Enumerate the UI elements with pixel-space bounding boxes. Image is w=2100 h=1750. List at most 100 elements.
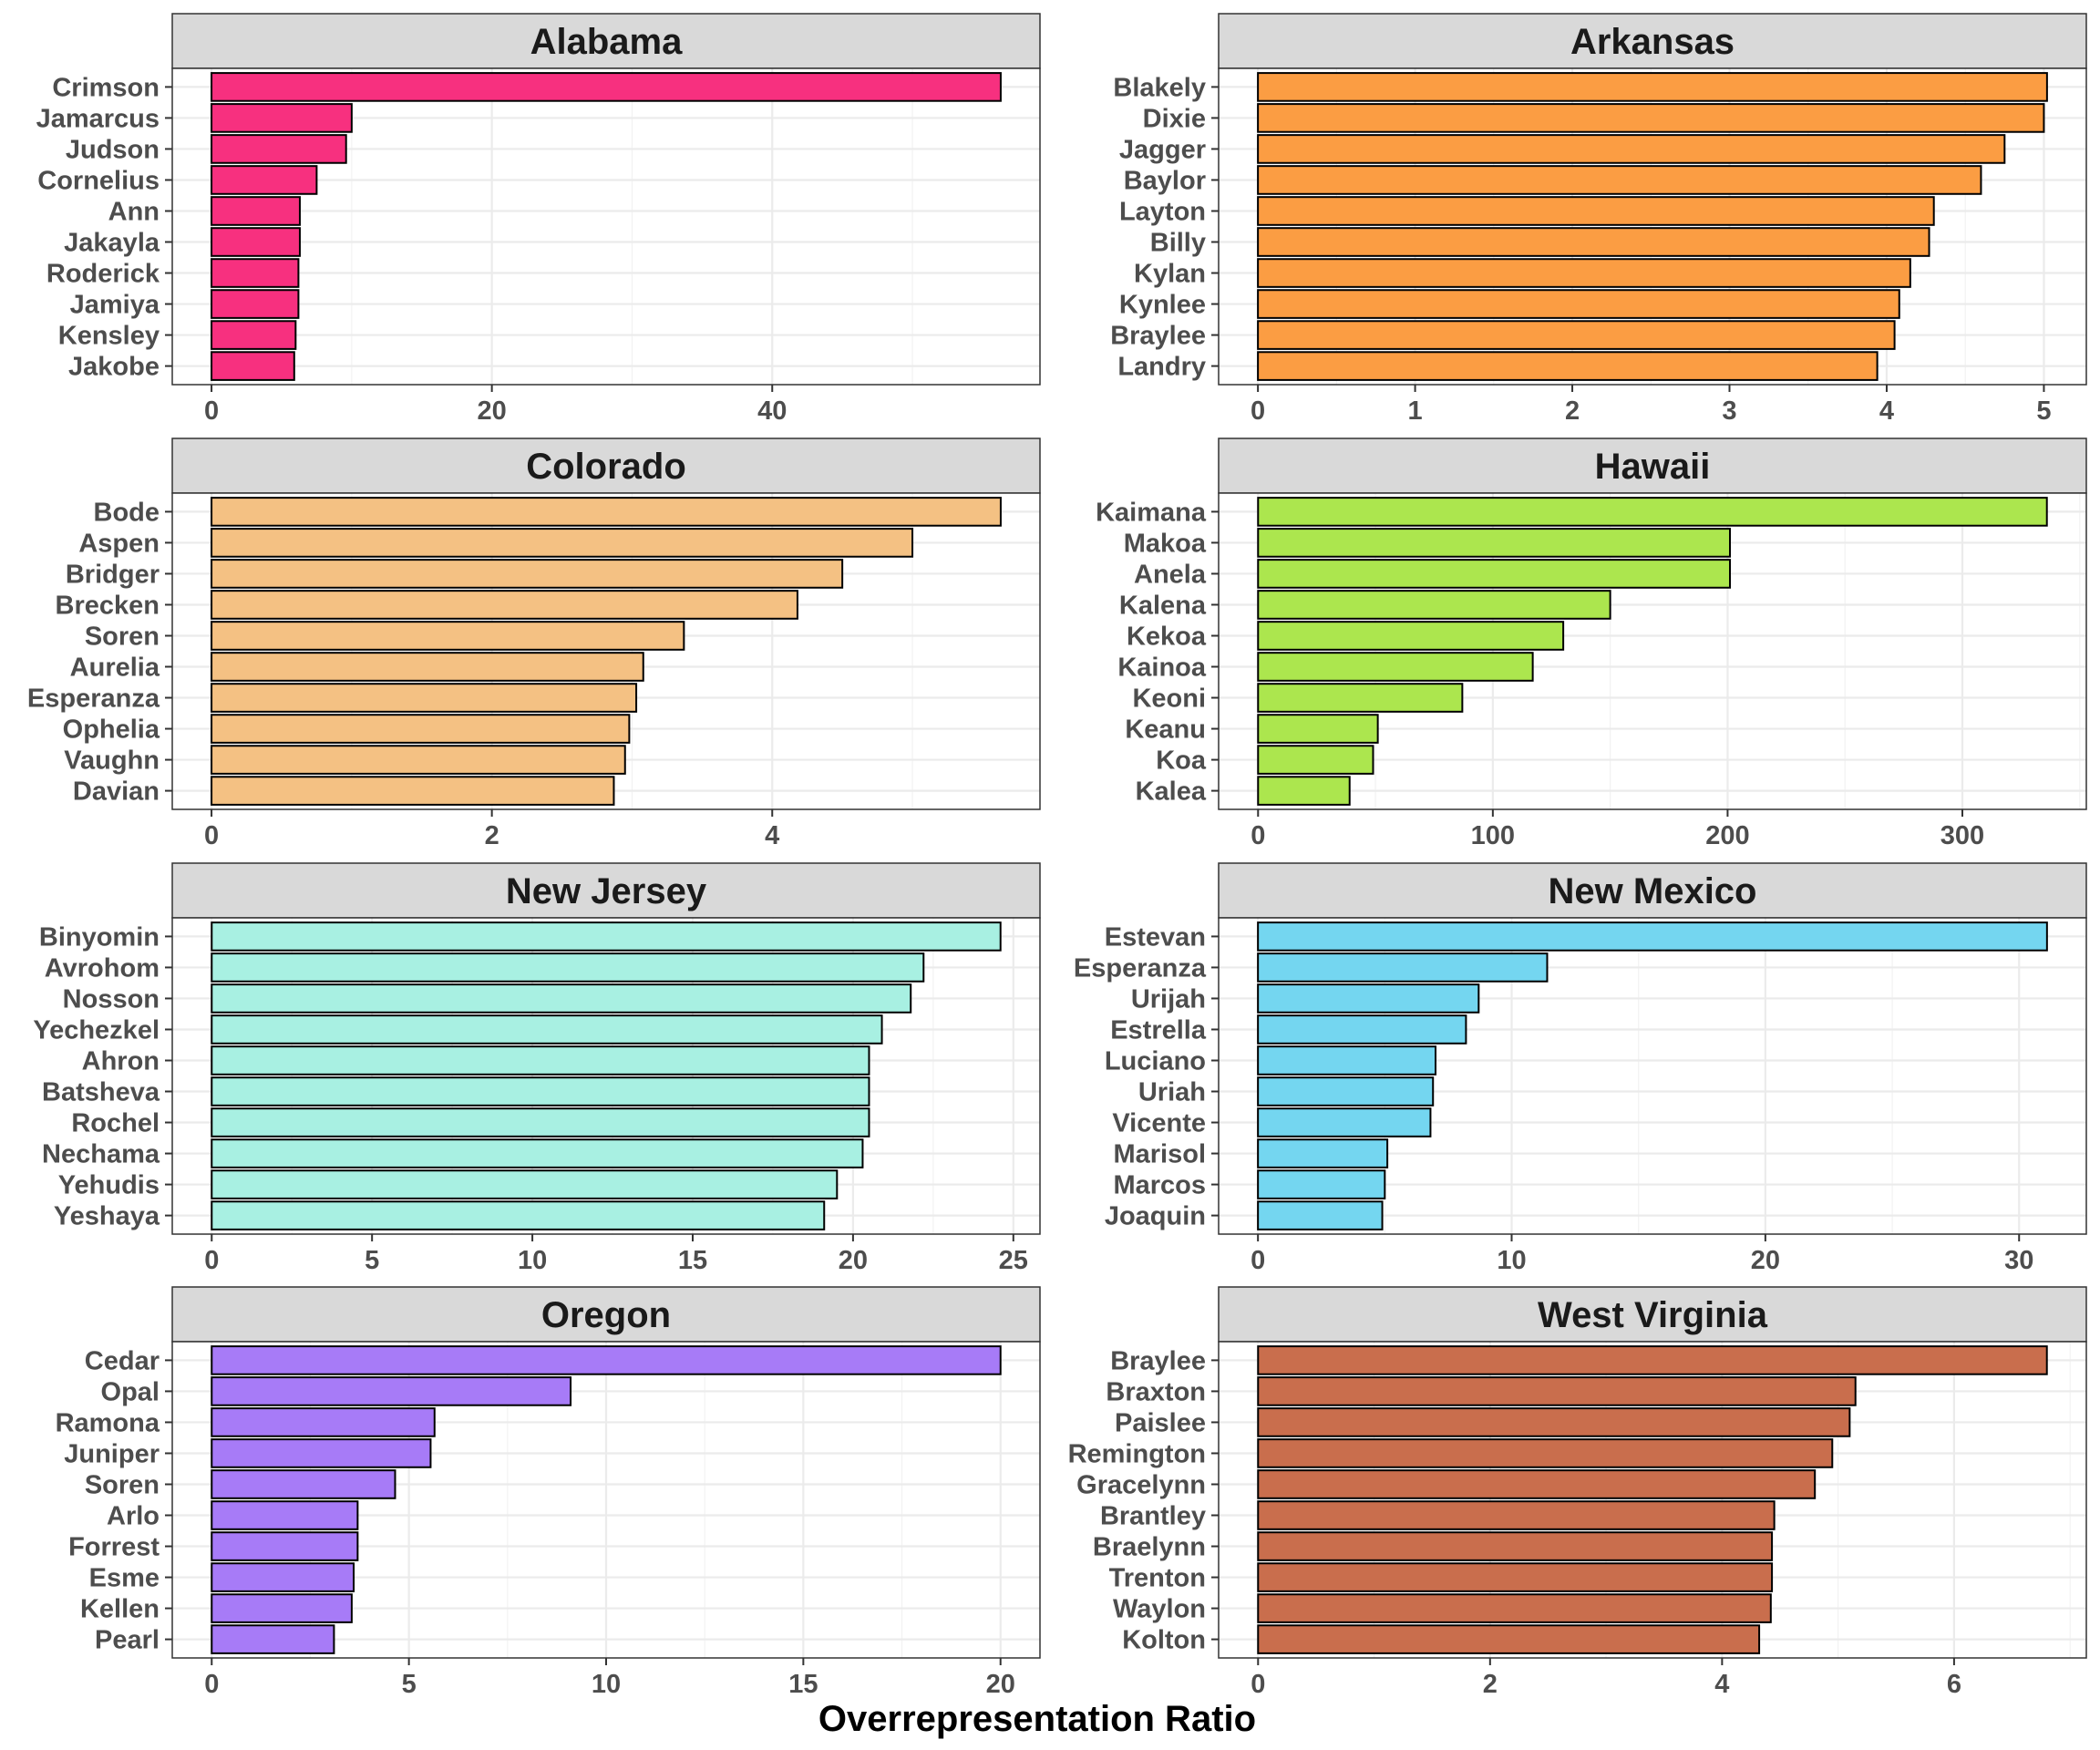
category-label: Urijah <box>1131 984 1206 1014</box>
category-label: Kekoa <box>1127 622 1207 651</box>
bar-avrohom <box>211 952 925 983</box>
x-tick-label: 20 <box>839 1246 868 1275</box>
bar-dixie <box>1257 103 2045 133</box>
category-label: Soren <box>85 1470 160 1499</box>
category-label: Keanu <box>1125 715 1206 745</box>
panel-title: West Virginia <box>1538 1295 1768 1335</box>
bar-marisol <box>1257 1138 1389 1168</box>
x-tick-label: 5 <box>402 1670 417 1699</box>
panel-title: Alabama <box>530 22 683 62</box>
category-label: Jagger <box>1119 135 1206 164</box>
bar-cornelius <box>211 165 318 195</box>
category-label: Brecken <box>56 591 160 620</box>
bar-pearl <box>211 1624 335 1654</box>
bar-cedar <box>211 1345 1002 1375</box>
panel-strip <box>171 13 1041 69</box>
bar-estevan <box>1257 921 2048 952</box>
bar-vaughn <box>211 745 626 775</box>
category-label: Koa <box>1156 746 1207 776</box>
category-label: Landry <box>1117 353 1206 382</box>
x-tick-label: 4 <box>1714 1670 1729 1699</box>
x-tick-label: 100 <box>1471 821 1515 850</box>
category-label: Baylor <box>1124 166 1206 195</box>
category-label: Makoa <box>1124 529 1207 558</box>
bar-remington <box>1257 1438 1834 1468</box>
category-label: Yehudis <box>58 1171 160 1200</box>
bar-ahron <box>211 1045 870 1076</box>
panel-strip <box>171 438 1041 494</box>
category-label: Rochel <box>71 1109 160 1138</box>
bar-braylee <box>1257 1345 2048 1375</box>
category-label: Braxton <box>1106 1377 1206 1406</box>
x-tick-label: 20 <box>478 396 507 426</box>
bar-kellen <box>211 1593 353 1623</box>
category-label: Blakely <box>1113 73 1206 102</box>
category-label: Bode <box>94 498 160 527</box>
bar-ann <box>211 196 301 226</box>
x-tick-label: 3 <box>1722 396 1736 426</box>
x-tick-label: 25 <box>999 1246 1028 1275</box>
bar-kekoa <box>1257 621 1565 651</box>
category-label: Jakayla <box>64 229 160 258</box>
category-label: Crimson <box>52 73 160 102</box>
category-label: Kainoa <box>1117 654 1207 683</box>
x-tick-label: 0 <box>204 396 219 426</box>
bar-roderick <box>211 258 300 288</box>
bar-esme <box>211 1562 355 1592</box>
panel-strip <box>1218 438 2087 494</box>
bar-kolton <box>1257 1624 1761 1654</box>
bar-keoni <box>1257 683 1464 713</box>
x-tick-label: 2 <box>1565 396 1580 426</box>
bar-arlo <box>211 1500 359 1530</box>
bar-jakayla <box>211 227 301 257</box>
panel-title: Colorado <box>526 447 686 487</box>
category-label: Bridger <box>66 560 160 589</box>
category-label: Esperanza <box>1074 953 1207 983</box>
x-tick-label: 40 <box>757 396 787 426</box>
panel-title: New Jersey <box>506 871 707 911</box>
category-label: Binyomin <box>39 922 160 952</box>
category-label: Dixie <box>1143 104 1206 133</box>
facet-panels: Alabama CrimsonJamarcusJudsonCorneliusAnn… <box>27 13 2087 1699</box>
category-label: Jamiya <box>70 291 160 320</box>
category-label: Esperanza <box>27 685 160 714</box>
bar-forrest <box>211 1531 359 1561</box>
category-label: Cedar <box>85 1346 160 1375</box>
x-tick-label: 10 <box>518 1246 547 1275</box>
category-label: Kalea <box>1136 777 1207 807</box>
bar-kalea <box>1257 776 1351 806</box>
bar-jakobe <box>211 351 295 381</box>
bar-uriah <box>1257 1076 1435 1107</box>
bar-judson <box>211 134 347 164</box>
bar-davian <box>211 776 615 806</box>
category-label: Opal <box>101 1377 160 1406</box>
category-label: Kalena <box>1119 591 1207 620</box>
category-label: Estrella <box>1110 1015 1207 1045</box>
category-label: Jakobe <box>68 353 160 382</box>
category-label: Pearl <box>95 1626 160 1655</box>
category-label: Estevan <box>1105 922 1206 952</box>
bar-jamiya <box>211 289 300 319</box>
x-tick-label: 4 <box>765 821 779 850</box>
category-label: Yeshaya <box>54 1202 160 1231</box>
bar-billy <box>1257 227 1930 257</box>
category-label: Kylan <box>1134 260 1206 289</box>
bar-rochel <box>211 1107 870 1138</box>
bar-nosson <box>211 983 912 1014</box>
bar-waylon <box>1257 1593 1772 1623</box>
x-tick-label: 6 <box>1947 1670 1961 1699</box>
bar-juniper <box>211 1438 432 1468</box>
panel-strip <box>171 1286 1041 1343</box>
bar-urijah <box>1257 983 1480 1014</box>
bar-kaimana <box>1257 497 2048 527</box>
category-label: Esme <box>89 1564 160 1593</box>
bar-brecken <box>211 590 798 620</box>
bar-batsheva <box>211 1076 870 1107</box>
x-tick-label: 4 <box>1879 396 1894 426</box>
bar-braxton <box>1257 1376 1857 1406</box>
category-label: Ahron <box>82 1046 160 1076</box>
bar-bridger <box>211 559 844 589</box>
